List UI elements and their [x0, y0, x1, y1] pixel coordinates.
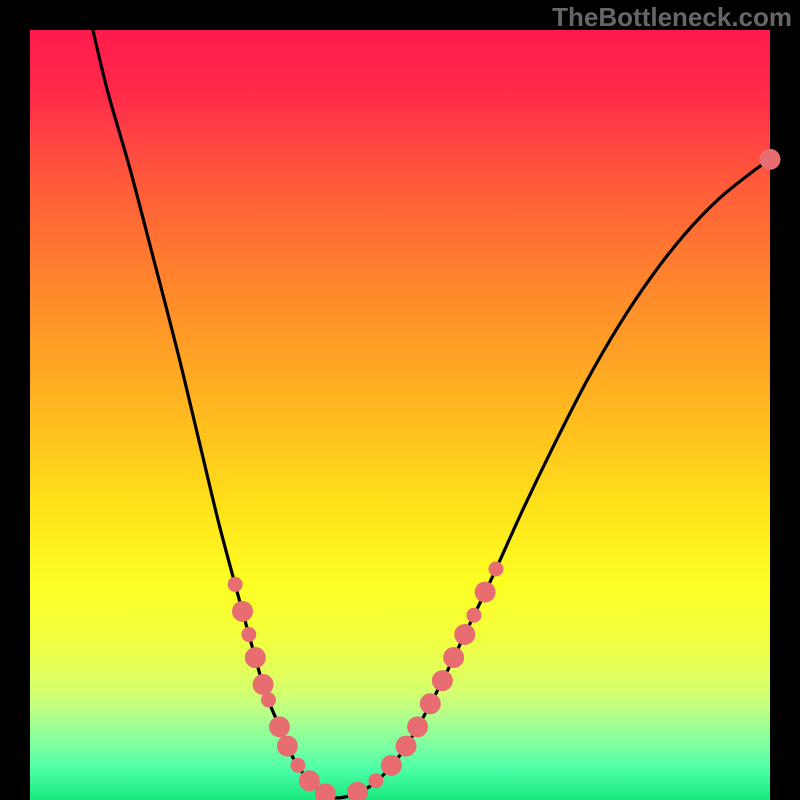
data-dot	[261, 692, 276, 707]
data-dot	[443, 647, 464, 668]
data-dot	[277, 736, 298, 757]
chart-container: TheBottleneck.com	[0, 0, 800, 800]
data-dot	[228, 577, 243, 592]
data-dot	[368, 773, 383, 788]
gradient-background	[30, 30, 770, 800]
data-dot	[475, 582, 496, 603]
data-dot	[269, 716, 290, 737]
data-dot	[232, 601, 253, 622]
data-dot	[420, 693, 441, 714]
bottleneck-chart	[0, 0, 800, 800]
data-dot	[488, 562, 503, 577]
data-dot	[407, 716, 428, 737]
data-dot	[253, 674, 274, 695]
data-dot	[467, 608, 482, 623]
watermark-text: TheBottleneck.com	[552, 2, 792, 33]
data-dot	[454, 624, 475, 645]
data-dot	[432, 670, 453, 691]
data-dot	[396, 736, 417, 757]
data-dot	[241, 627, 256, 642]
data-dot	[381, 755, 402, 776]
data-dot	[290, 758, 305, 773]
data-dot	[245, 647, 266, 668]
data-dot	[760, 149, 781, 170]
